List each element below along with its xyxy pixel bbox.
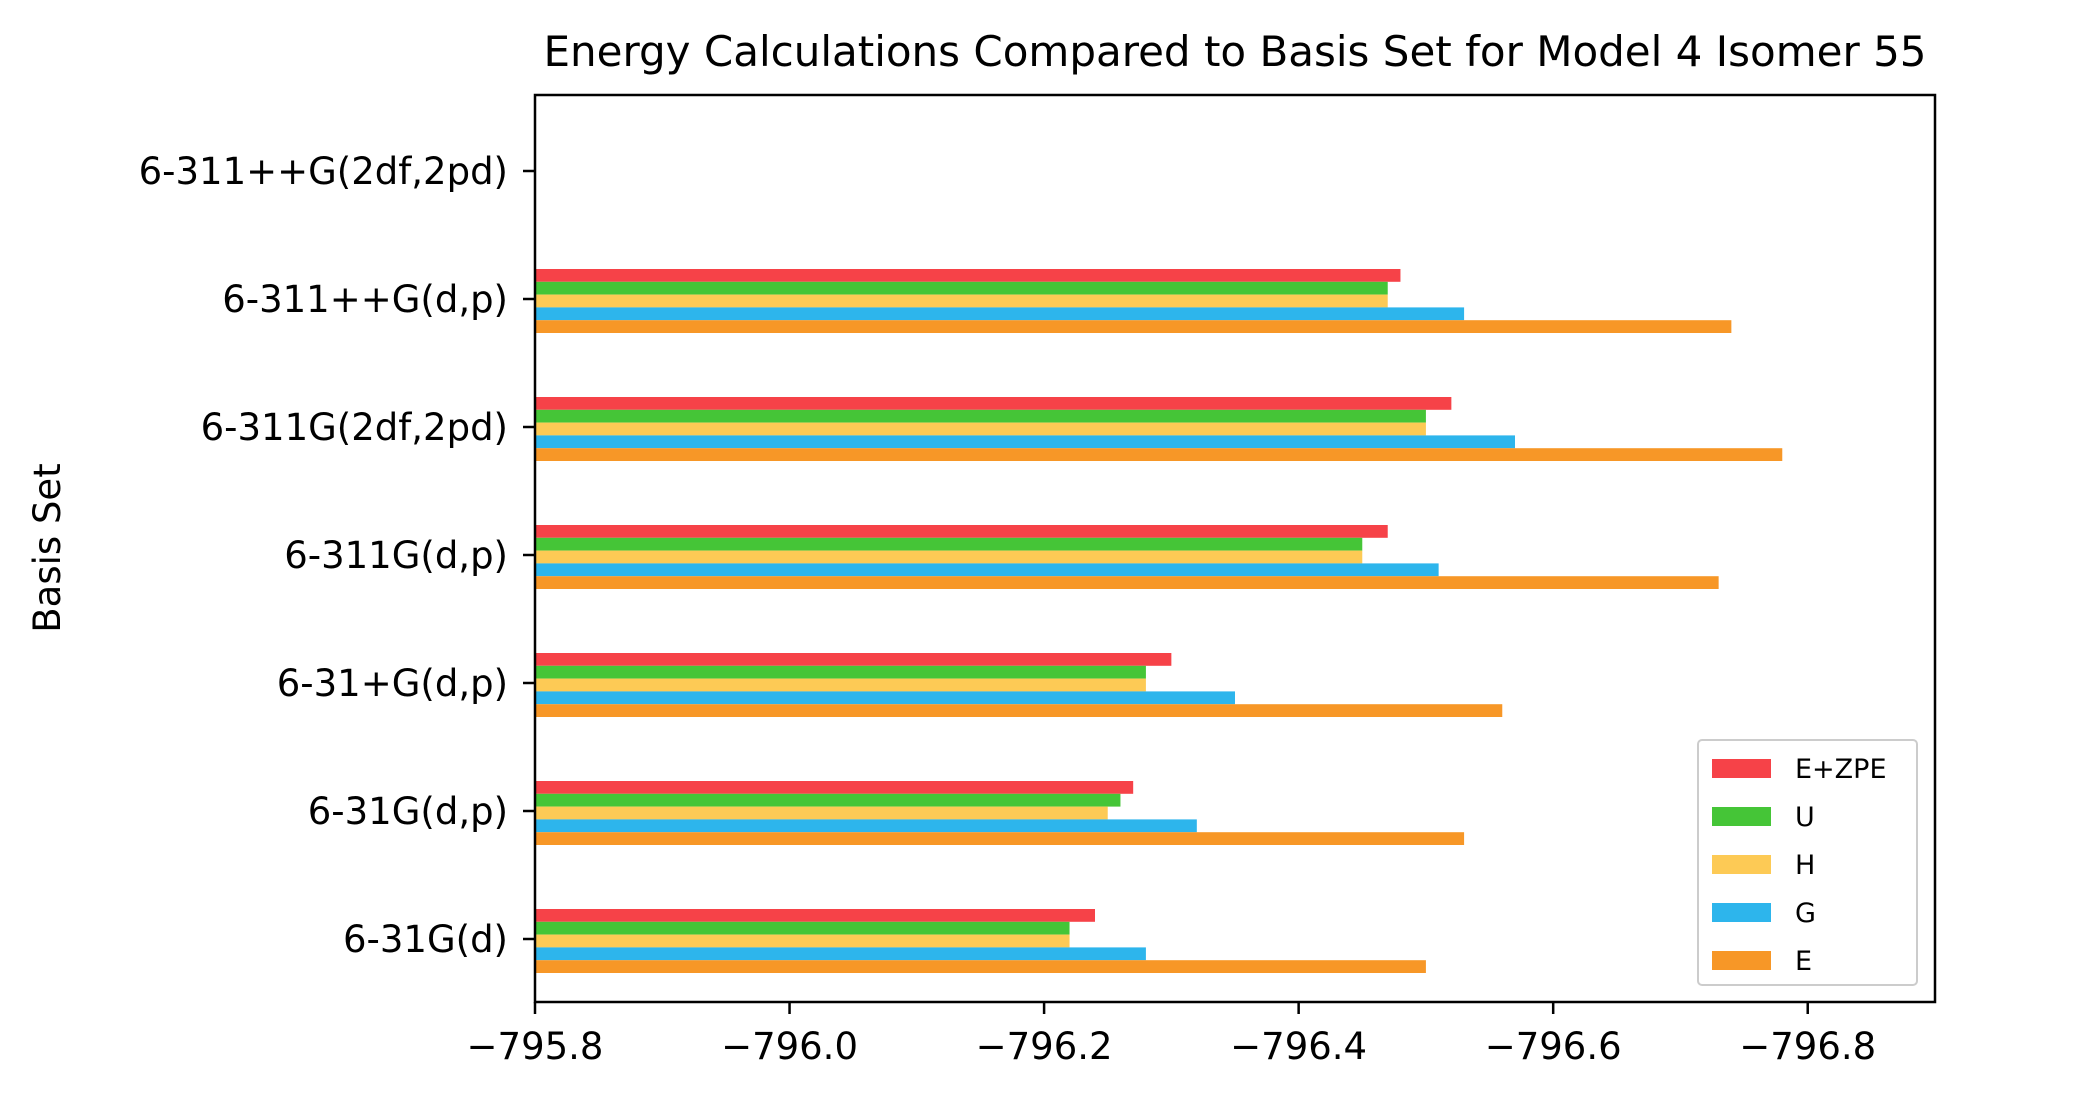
x-tick-label: −796.4 [1230,1025,1367,1068]
x-tick-label: −796.8 [1739,1025,1876,1068]
bar-e-zpe-0 [535,909,1095,922]
bar-u-0 [535,921,1070,935]
bar-e-zpe-1 [535,781,1134,794]
legend-swatch-h [1712,855,1771,874]
bar-e-5 [535,320,1732,333]
legend-label: G [1795,898,1816,929]
bar-g-1 [535,819,1197,833]
y-tick-label: 6-31+G(d,p) [277,662,508,705]
bar-u-2 [535,665,1146,679]
bar-e-3 [535,576,1719,589]
bar-u-3 [535,537,1363,551]
legend-swatch-g [1712,903,1771,922]
legend-label: E [1795,946,1812,977]
bar-e-zpe-4 [535,397,1452,410]
y-tick-label: 6-311G(d,p) [284,534,508,577]
bar-h-0 [535,934,1070,948]
y-tick-label: 6-31G(d,p) [308,790,508,833]
bar-e-0 [535,960,1426,973]
y-tick-label: 6-31G(d) [343,918,508,961]
y-tick-label: 6-311++G(2df,2pd) [139,150,508,193]
x-tick-label: −796.2 [976,1025,1113,1068]
legend-label: H [1795,850,1815,881]
bar-u-4 [535,409,1426,423]
bar-h-3 [535,550,1363,564]
bar-e-2 [535,704,1503,717]
bar-e-zpe-3 [535,525,1388,538]
bar-e-1 [535,832,1465,845]
legend-swatch-e [1712,951,1771,970]
bar-u-1 [535,793,1121,807]
x-tick-label: −796.6 [1485,1025,1622,1068]
bar-h-4 [535,422,1426,436]
bar-h-1 [535,806,1108,820]
legend-label: U [1795,802,1815,833]
bar-e-zpe-2 [535,653,1172,666]
y-tick-label: 6-311G(2df,2pd) [201,406,508,449]
bar-g-5 [535,307,1465,321]
y-axis-title: Basis Set [26,463,69,632]
x-tick-label: −795.8 [467,1025,604,1068]
legend-label: E+ZPE [1795,754,1887,785]
plot-area [533,93,1937,1004]
bar-g-2 [535,691,1235,705]
chart-title: Energy Calculations Compared to Basis Se… [543,27,1926,76]
bar-e-4 [535,448,1783,461]
bar-g-4 [535,435,1515,449]
legend-swatch-e-zpe [1712,759,1771,778]
bar-h-5 [535,294,1388,308]
bar-h-2 [535,678,1146,692]
bar-g-0 [535,947,1146,961]
bar-u-5 [535,281,1388,295]
x-tick-label: −796.0 [721,1025,858,1068]
legend-swatch-u [1712,807,1771,826]
y-tick-label: 6-311++G(d,p) [222,278,508,321]
bar-g-3 [535,563,1439,577]
legend-box [1697,739,1918,986]
bar-e-zpe-5 [535,269,1401,282]
